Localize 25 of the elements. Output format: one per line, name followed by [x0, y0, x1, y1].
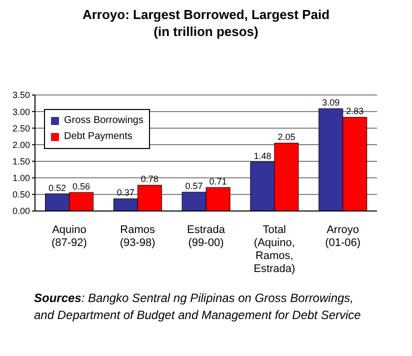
y-tick-label: 0.50	[12, 190, 30, 200]
y-tick-label: 1.50	[12, 156, 30, 166]
x-tick-label: Aquino (87-92)	[51, 224, 87, 249]
y-tick-label: 3.50	[12, 90, 30, 100]
y-tick-label: 0.00	[12, 206, 30, 216]
data-label: 0.56	[72, 181, 90, 192]
data-label: 1.48	[254, 150, 272, 161]
x-tick-label: Arroyo (01-06)	[325, 224, 361, 249]
y-tick-label: 2.00	[12, 140, 30, 150]
x-tick-label: Estrada (99-00)	[187, 224, 226, 249]
x-tick-label: Total (Aquino, Ramos, Estrada)	[254, 224, 296, 275]
data-label: 0.71	[209, 176, 227, 186]
y-tick-label: 2.50	[12, 123, 30, 134]
data-label: 2.05	[278, 132, 296, 142]
legend-label: Debt Payments	[64, 130, 132, 144]
data-label: 3.09	[322, 98, 340, 108]
y-tick-label: 1.00	[12, 173, 30, 184]
data-label: 0.52	[48, 182, 66, 193]
chart-title: Arroyo: Largest Borrowed, Largest Paid	[81, 6, 331, 23]
x-tick-label: Ramos (93-98)	[120, 224, 156, 249]
source-note: Sources: Bangko Sentral ng Pilipinas on Gross Borrowings, and Department of Budget and Management for Debt Service	[34, 290, 362, 324]
legend-label: Gross Borrowings	[64, 114, 144, 128]
y-tick-label: 3.00	[12, 106, 30, 117]
chart-subtitle: (in trillion pesos)	[152, 23, 260, 40]
data-label: 0.57	[185, 181, 203, 192]
